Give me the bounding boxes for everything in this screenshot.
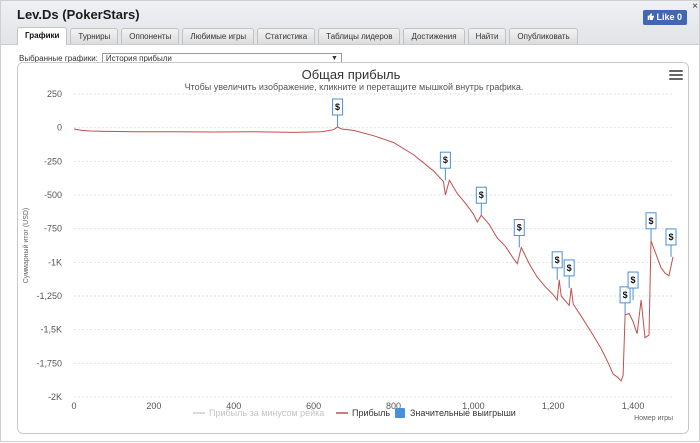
close-icon[interactable]: × — [692, 1, 698, 12]
x-tick-label: 400 — [226, 401, 241, 411]
legend-label-net-profit[interactable]: Прибыль за минусом рейка — [209, 408, 324, 418]
chart-selector-label: Выбранные графики: — [19, 53, 98, 63]
x-tick-label: 1,000 — [462, 401, 485, 411]
profit-series-line — [73, 126, 674, 382]
tab-opponents[interactable]: Оппоненты — [121, 28, 180, 44]
significant-win-symbol: $ — [623, 290, 628, 300]
dropdown-arrow-icon: ▼ — [330, 54, 338, 62]
x-tick-label: 800 — [386, 401, 401, 411]
x-axis-title: Номер игры — [634, 415, 673, 422]
significant-win-flag[interactable] — [332, 98, 344, 116]
significant-win-symbol: $ — [517, 223, 522, 233]
legend-marker-significant-wins — [395, 408, 405, 418]
significant-win-flag[interactable] — [439, 151, 451, 169]
legend-label-significant-wins[interactable]: Значительные выигрыши — [410, 408, 516, 418]
y-tick-label: -1,5K — [40, 325, 62, 335]
significant-win-symbol: $ — [335, 102, 340, 112]
tab-bar: Графики Турниры Оппоненты Любимые игры С… — [17, 27, 581, 45]
significant-win-flag[interactable] — [665, 228, 677, 246]
tab-charts[interactable]: Графики — [17, 27, 68, 45]
x-tick-label: 1,400 — [622, 401, 645, 411]
tab-favorite-games[interactable]: Любимые игры — [182, 28, 255, 44]
significant-win-flag[interactable] — [627, 271, 639, 289]
y-tick-label: 250 — [47, 89, 62, 99]
x-tick-label: 600 — [306, 401, 321, 411]
x-tick-label: 1,200 — [542, 401, 565, 411]
y-tick-label: -250 — [44, 156, 62, 166]
significant-win-flag[interactable] — [563, 259, 575, 277]
y-tick-label: -1,250 — [36, 291, 62, 301]
x-tick-label: 200 — [146, 401, 161, 411]
tab-achievements[interactable]: Достижения — [403, 28, 465, 44]
y-tick-label: -1K — [48, 257, 62, 267]
significant-win-symbol: $ — [668, 232, 673, 242]
chart-selector-value: История прибыли — [105, 53, 172, 63]
y-tick-label: -1,750 — [36, 358, 62, 368]
window-title: Lev.Ds (PokerStars) — [17, 7, 140, 22]
chart-menu-icon[interactable] — [669, 70, 683, 82]
window-titlebar: Lev.Ds (PokerStars) Like 0 × Графики Тур… — [1, 1, 699, 45]
significant-win-flag[interactable] — [513, 219, 525, 237]
significant-win-symbol: $ — [479, 190, 484, 200]
y-tick-label: 0 — [57, 123, 62, 133]
significant-win-symbol: $ — [555, 255, 560, 265]
y-axis-title: Суммарный итог (USD) — [22, 208, 30, 284]
significant-win-flag[interactable] — [619, 286, 631, 304]
significant-win-flag[interactable] — [645, 212, 657, 230]
significant-win-flag[interactable] — [551, 251, 563, 269]
legend-label-profit[interactable]: Прибыль — [352, 408, 390, 418]
significant-win-symbol: $ — [649, 216, 654, 226]
y-tick-label: -2K — [48, 392, 62, 402]
y-tick-label: -750 — [44, 224, 62, 234]
facebook-like-label: Like 0 — [656, 12, 683, 22]
tab-find[interactable]: Найти — [467, 28, 507, 44]
facebook-like-button[interactable]: Like 0 — [643, 10, 687, 25]
significant-win-symbol: $ — [443, 155, 448, 165]
tab-tournaments[interactable]: Турниры — [70, 28, 119, 44]
tab-publish[interactable]: Опубликовать — [509, 28, 578, 44]
chart-panel[interactable] — [17, 62, 689, 434]
thumbs-up-icon — [646, 10, 654, 25]
x-tick-label: 0 — [71, 401, 76, 411]
chart-title: Общая прибыль — [301, 67, 401, 82]
significant-win-symbol: $ — [567, 263, 572, 273]
significant-win-flag[interactable] — [475, 186, 487, 204]
significant-win-symbol: $ — [631, 275, 636, 285]
chart-subtitle: Чтобы увеличить изображение, кликните и … — [184, 82, 524, 92]
y-tick-label: -500 — [44, 190, 62, 200]
tab-leaderboards[interactable]: Таблицы лидеров — [318, 28, 401, 44]
tab-statistics[interactable]: Статистика — [257, 28, 316, 44]
